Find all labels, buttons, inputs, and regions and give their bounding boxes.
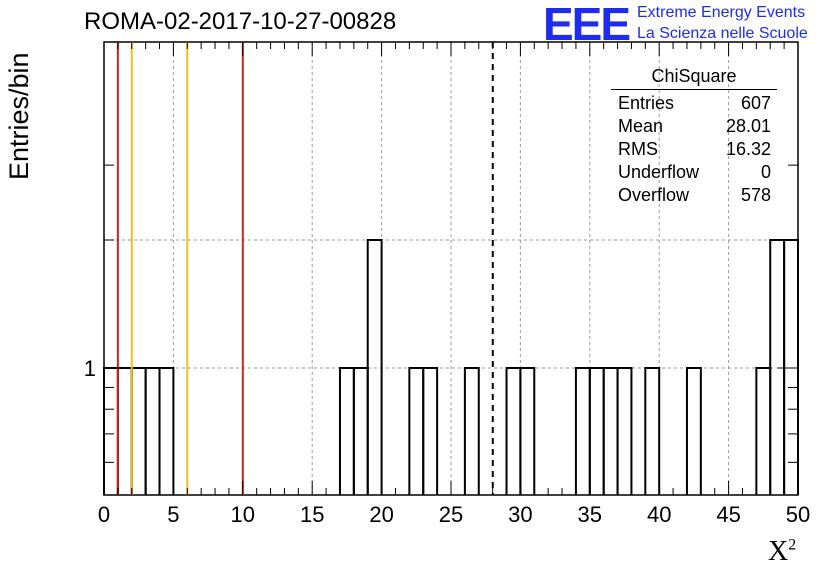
histogram-bar: [505, 367, 522, 495]
stats-box: ChiSquare Entries 607 Mean 28.01 RMS 16.32 …: [611, 66, 777, 207]
histogram-bar: [574, 367, 591, 495]
x-tick-label: 40: [647, 502, 671, 527]
histogram-bar: [352, 367, 369, 495]
histogram-bar: [366, 239, 383, 495]
x-tick-label: 5: [167, 502, 179, 527]
x-tick-label: 10: [231, 502, 255, 527]
stats-label: Overflow: [618, 185, 690, 205]
stats-label: Mean: [618, 116, 664, 136]
y-axis-label: Entries/bin: [4, 52, 34, 180]
histogram-bar: [588, 367, 605, 495]
x-axis-label-superscript: 2: [788, 536, 797, 554]
x-tick-label: 50: [786, 502, 810, 527]
histogram-bar: [644, 367, 661, 495]
stats-value: 0: [760, 162, 771, 182]
stats-row: Underflow 0: [611, 161, 777, 184]
histogram-bar: [685, 367, 702, 495]
x-axis-label: X2: [768, 536, 796, 568]
x-tick-label: 15: [300, 502, 324, 527]
stats-value: 28.01: [725, 116, 771, 136]
histogram-bar: [602, 367, 619, 495]
histogram-bar: [616, 367, 633, 495]
histogram-bar: [463, 367, 480, 495]
x-tick-label: 0: [98, 502, 110, 527]
histogram-bar: [338, 367, 355, 495]
stats-row: Overflow 578: [611, 184, 777, 207]
stats-row: Mean 28.01: [611, 115, 777, 138]
histogram-bar: [144, 367, 161, 495]
x-axis-label-base: X: [768, 536, 789, 567]
x-tick-label: 25: [439, 502, 463, 527]
logo-line-1: Extreme Energy Events: [637, 4, 806, 21]
x-tick-label: 30: [508, 502, 532, 527]
chart-title: ROMA-02-2017-10-27-00828: [84, 8, 397, 35]
stats-value: 16.32: [725, 139, 771, 159]
logo-line-2: La Scienza nelle Scuole: [637, 25, 808, 42]
eee-logo: EEE: [543, 0, 631, 50]
x-tick-label: 45: [716, 502, 740, 527]
stats-title: ChiSquare: [611, 66, 777, 90]
y-tick-label: 1: [84, 356, 96, 381]
stats-label: RMS: [618, 139, 658, 159]
stats-label: Underflow: [618, 162, 700, 182]
x-tick-label: 20: [369, 502, 393, 527]
histogram-bar: [158, 367, 175, 495]
histogram-bar: [422, 367, 439, 495]
histogram-bar: [519, 367, 536, 495]
reference-lines: [116, 42, 494, 495]
histogram-bar: [116, 367, 133, 495]
stats-value: 607: [740, 93, 771, 113]
tick-labels: 0 5 10 15 20 25 30 35 40 45 50 1: [84, 356, 810, 527]
histogram-bar: [130, 367, 147, 495]
stats-row: RMS 16.32: [611, 138, 777, 161]
grid-lines: [104, 42, 798, 495]
stats-label: Entries: [618, 93, 675, 113]
stats-row: Entries 607: [611, 92, 777, 115]
x-tick-label: 35: [578, 502, 602, 527]
stats-value: 578: [740, 185, 771, 205]
histogram-bar: [755, 367, 772, 495]
histogram-bar: [408, 367, 425, 495]
axis-ticks: [103, 42, 799, 495]
